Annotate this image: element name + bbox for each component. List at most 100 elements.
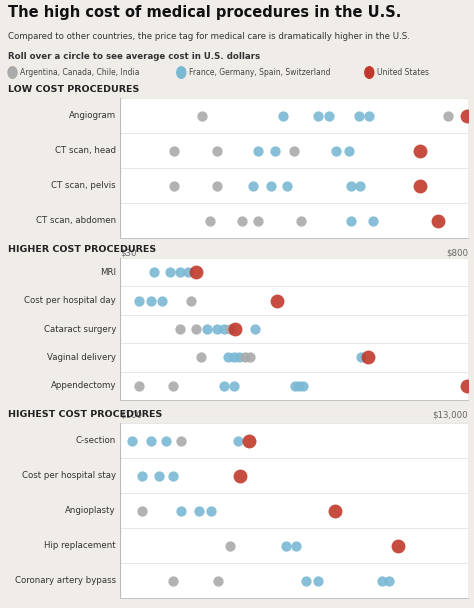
- Point: [254, 216, 262, 226]
- Point: [246, 436, 253, 446]
- Text: CT scan, pelvis: CT scan, pelvis: [51, 181, 116, 190]
- Point: [246, 353, 254, 362]
- Text: Vaginal delivery: Vaginal delivery: [47, 353, 116, 362]
- Point: [236, 353, 243, 362]
- Point: [347, 181, 355, 190]
- Point: [251, 324, 259, 334]
- Point: [169, 381, 177, 391]
- Point: [241, 353, 249, 362]
- Text: CT scan, abdomen: CT scan, abdomen: [36, 216, 116, 225]
- Text: LOW COST PROCEDURES: LOW COST PROCEDURES: [8, 85, 139, 94]
- Text: MRI: MRI: [100, 268, 116, 277]
- Point: [184, 268, 192, 277]
- Text: The high cost of medical procedures in the U.S.: The high cost of medical procedures in t…: [8, 5, 401, 20]
- Point: [176, 324, 183, 334]
- Point: [347, 216, 355, 226]
- Point: [215, 576, 222, 586]
- Point: [197, 353, 205, 362]
- Point: [128, 436, 135, 446]
- Point: [356, 181, 364, 190]
- Point: [365, 111, 373, 120]
- Point: [249, 181, 256, 190]
- Point: [355, 111, 363, 120]
- Point: [272, 146, 279, 156]
- Text: Compared to other countries, the price tag for medical care is dramatically high: Compared to other countries, the price t…: [8, 32, 410, 41]
- Point: [283, 181, 291, 190]
- Point: [226, 541, 234, 550]
- Point: [169, 471, 177, 480]
- Point: [147, 436, 155, 446]
- Point: [254, 146, 262, 156]
- Point: [332, 146, 340, 156]
- Point: [315, 111, 322, 120]
- Point: [135, 295, 143, 305]
- Text: CT scan, head: CT scan, head: [55, 146, 116, 155]
- Point: [177, 506, 185, 516]
- Point: [235, 436, 242, 446]
- Point: [230, 381, 237, 391]
- Point: [177, 436, 185, 446]
- Point: [417, 146, 424, 156]
- Text: $800: $800: [446, 249, 468, 258]
- Point: [204, 324, 211, 334]
- Point: [463, 111, 471, 120]
- Text: $13,000: $13,000: [432, 411, 468, 420]
- Text: $30: $30: [120, 249, 137, 258]
- Point: [273, 295, 281, 305]
- Text: HIGHEST COST PROCEDURES: HIGHEST COST PROCEDURES: [8, 410, 162, 419]
- Point: [230, 353, 237, 362]
- Point: [237, 471, 244, 480]
- Point: [378, 576, 386, 586]
- Point: [434, 216, 441, 226]
- Point: [345, 146, 353, 156]
- Point: [325, 111, 333, 120]
- Point: [150, 268, 157, 277]
- Point: [195, 506, 202, 516]
- Text: Cost per hospital stay: Cost per hospital stay: [22, 471, 116, 480]
- Point: [297, 216, 304, 226]
- Point: [135, 381, 143, 391]
- Point: [357, 353, 365, 362]
- Point: [138, 471, 146, 480]
- Text: France, Germany, Spain, Switzerland: France, Germany, Spain, Switzerland: [189, 68, 330, 77]
- Point: [331, 506, 338, 516]
- Text: Cataract surgery: Cataract surgery: [44, 325, 116, 334]
- Point: [170, 181, 178, 190]
- Point: [192, 268, 200, 277]
- Point: [213, 181, 221, 190]
- Point: [220, 381, 228, 391]
- Point: [231, 324, 239, 334]
- Point: [213, 146, 221, 156]
- Point: [369, 216, 376, 226]
- Text: $100: $100: [120, 411, 142, 420]
- Point: [192, 324, 200, 334]
- Text: United States: United States: [377, 68, 429, 77]
- Point: [166, 268, 173, 277]
- Point: [385, 576, 392, 586]
- Text: Hip replacement: Hip replacement: [45, 541, 116, 550]
- Point: [293, 541, 301, 550]
- Point: [267, 181, 275, 190]
- Text: Argentina, Canada, Chile, India: Argentina, Canada, Chile, India: [20, 68, 139, 77]
- Point: [226, 324, 234, 334]
- Point: [295, 381, 302, 391]
- Point: [291, 381, 299, 391]
- Point: [238, 216, 246, 226]
- Point: [207, 506, 214, 516]
- Point: [224, 353, 231, 362]
- Point: [163, 436, 170, 446]
- Point: [364, 353, 372, 362]
- Text: C-section: C-section: [76, 436, 116, 445]
- Point: [169, 576, 177, 586]
- Point: [187, 295, 195, 305]
- Point: [394, 541, 401, 550]
- Text: Cost per hospital day: Cost per hospital day: [24, 296, 116, 305]
- Point: [463, 381, 471, 391]
- Text: Roll over a circle to see average cost in U.S. dollars: Roll over a circle to see average cost i…: [8, 52, 260, 61]
- Point: [213, 324, 221, 334]
- Text: Appendectomy: Appendectomy: [51, 381, 116, 390]
- Text: Angiogram: Angiogram: [69, 111, 116, 120]
- Point: [170, 146, 178, 156]
- Point: [444, 111, 451, 120]
- Point: [280, 111, 287, 120]
